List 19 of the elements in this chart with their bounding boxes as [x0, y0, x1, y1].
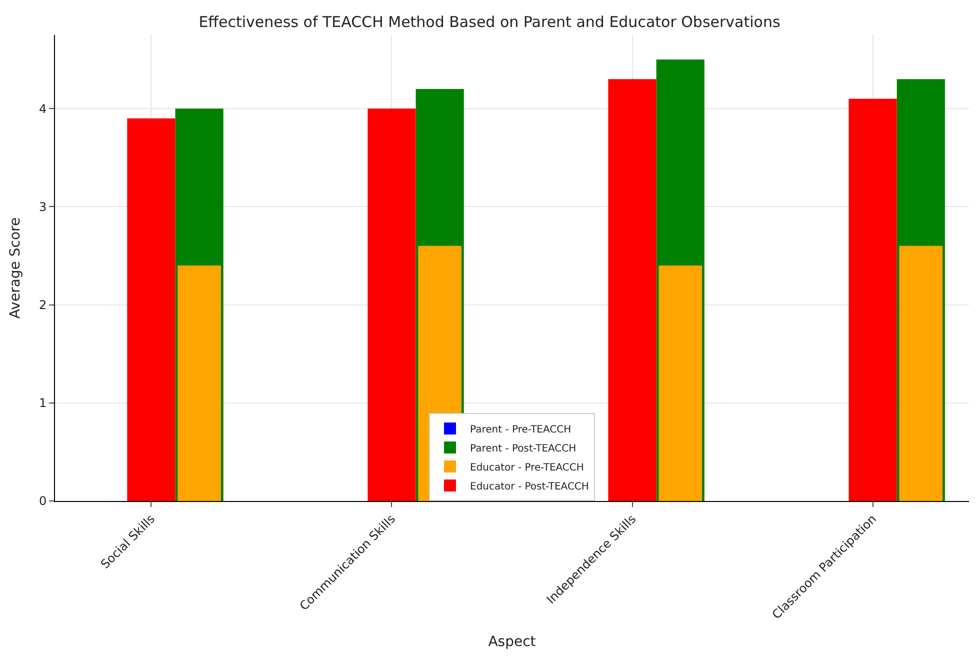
bar: [178, 266, 221, 501]
legend-label: Educator - Post-TEACCH: [470, 481, 589, 492]
y-tick-label: 4: [38, 102, 47, 116]
y-tick-label: 3: [38, 200, 47, 214]
legend-label: Parent - Post-TEACCH: [470, 443, 576, 454]
bar: [848, 98, 897, 501]
x-axis-title: Aspect: [488, 634, 536, 650]
bar: [899, 246, 943, 501]
bar: [368, 108, 416, 501]
y-tick-label: 1: [38, 396, 47, 410]
bar: [608, 79, 656, 501]
y-axis-title: Average Score: [8, 217, 24, 319]
bar: [127, 118, 176, 501]
legend-label: Educator - Pre-TEACCH: [470, 462, 584, 474]
y-tick-label: 0: [38, 494, 47, 508]
chart-title: Effectiveness of TEACCH Method Based on Parent and Educator Observations: [198, 12, 780, 31]
bar: [658, 266, 702, 501]
y-tick-label: 2: [38, 298, 47, 312]
legend-label: Parent - Pre-TEACCH: [470, 424, 572, 436]
